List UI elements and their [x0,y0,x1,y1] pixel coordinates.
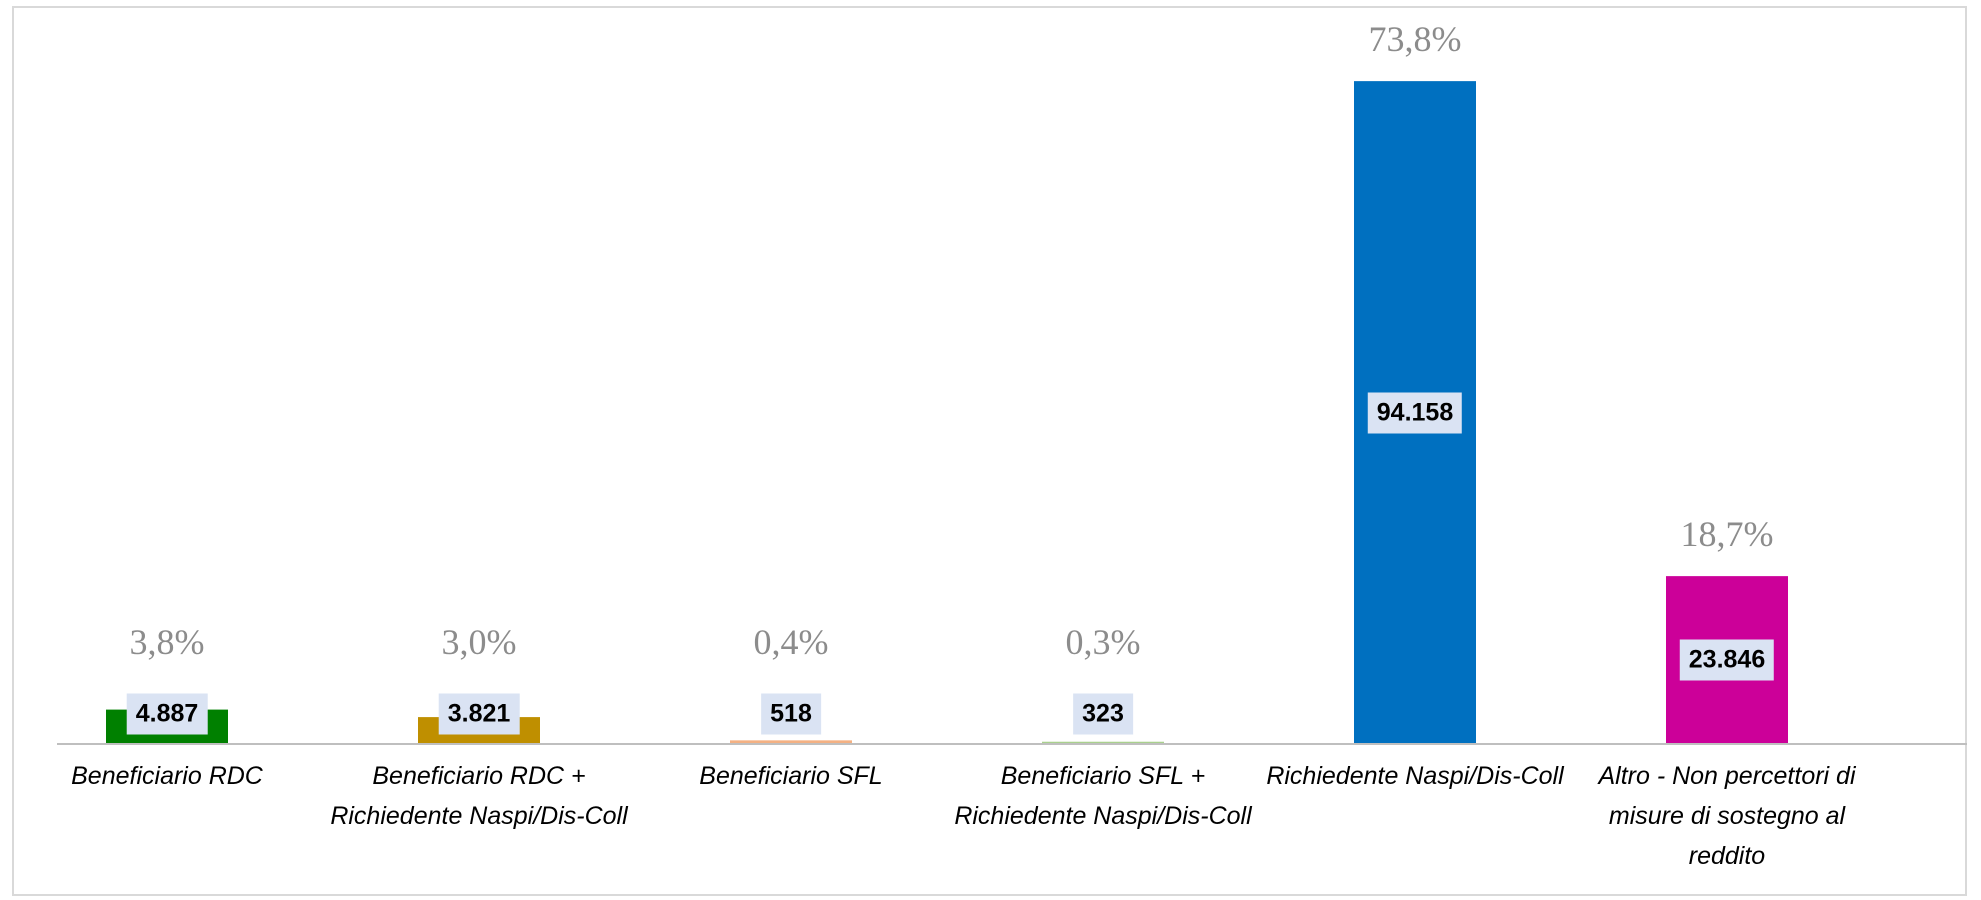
bar [730,740,852,744]
percent-label: 3,0% [441,622,517,662]
bar [1042,741,1164,744]
x-tick-label: Beneficiario RDC [71,762,263,790]
value-label: 4.887 [126,693,208,735]
value-label: 323 [1073,693,1133,735]
x-tick-label: Beneficiario RDC + Richiedente Naspi/Dis… [330,762,628,830]
chart-frame [12,6,1967,896]
x-tick-label: Richiedente Naspi/Dis-Coll [1266,762,1564,790]
value-label: 518 [761,693,821,735]
value-label: 23.846 [1679,639,1775,681]
percent-label: 18,7% [1680,514,1774,555]
value-label: 94.158 [1367,392,1463,434]
percent-label: 0,4% [753,622,829,662]
percent-label: 3,8% [129,622,205,662]
x-tick-label: Beneficiario SFL [699,762,883,790]
percent-label: 0,3% [1065,622,1141,662]
percent-label: 73,8% [1368,19,1462,60]
x-tick-label: Altro - Non percettori di misure di sost… [1598,762,1856,870]
x-tick-label: Beneficiario SFL + Richiedente Naspi/Dis… [954,762,1252,830]
value-label: 3.821 [438,693,520,735]
